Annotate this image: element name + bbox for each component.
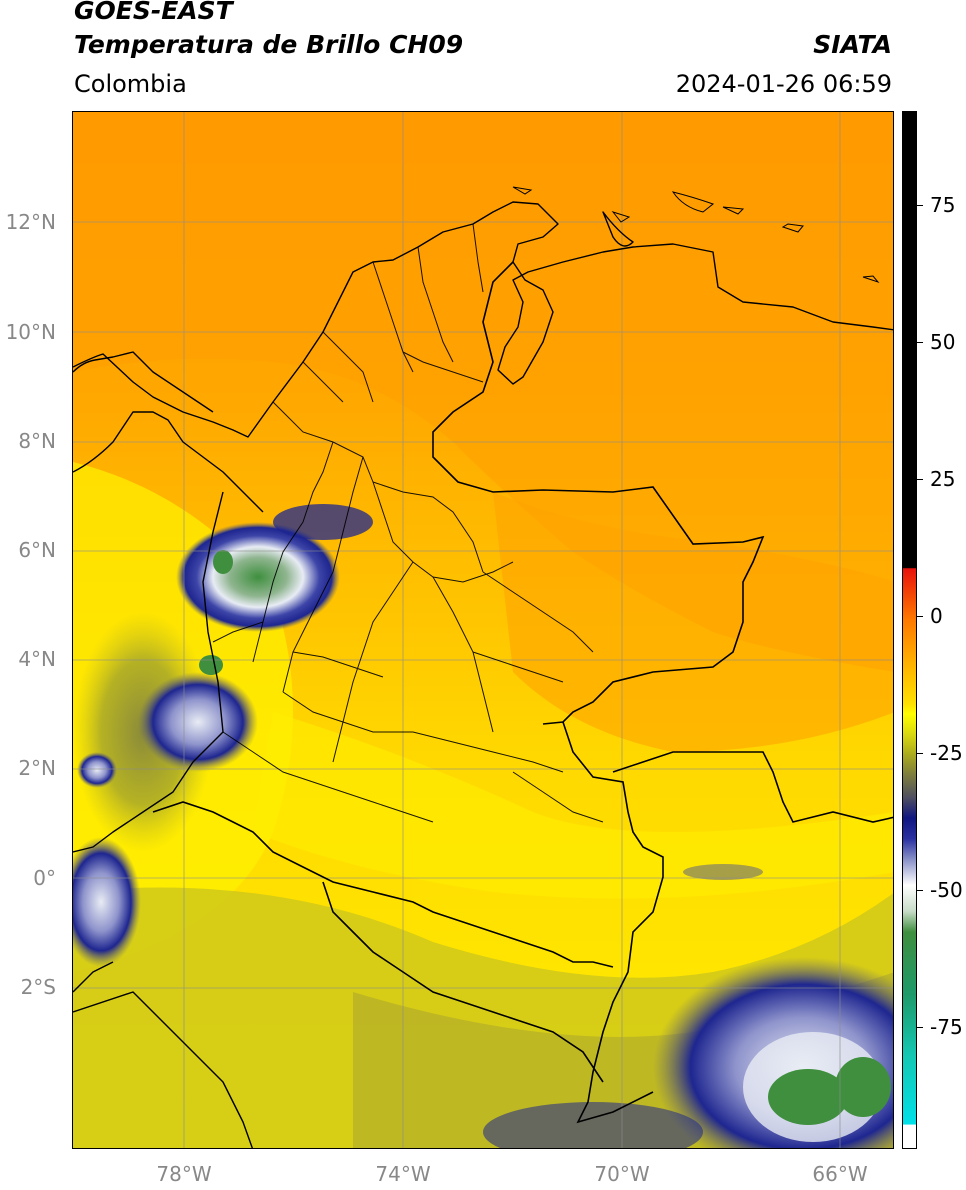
timestamp-label: 2024-01-26 06:59 (675, 70, 892, 98)
colorbar-label-0: 0 (930, 604, 943, 628)
title-satellite: GOES-EAST (74, 0, 233, 25)
cloud-cluster-6n (176, 522, 340, 632)
region-label: Colombia (74, 70, 187, 98)
title-product: Temperatura de Brillo CH09 (74, 30, 464, 59)
colorbar-label-minus25: -25 (930, 741, 963, 765)
country-borders (152, 261, 893, 1124)
brand-label: SIATA (813, 30, 892, 59)
lat-label-10n: 10°N (5, 320, 56, 344)
colorbar-label-75: 75 (930, 193, 956, 217)
lat-label-2n: 2°N (18, 756, 56, 780)
colorbar-label-minus75: -75 (930, 1015, 963, 1039)
lat-label-2s: 2°S (20, 975, 56, 999)
lat-label-0: 0° (33, 866, 56, 890)
colorbar-label-25: 25 (930, 467, 956, 491)
lon-label-74w: 74°W (375, 1162, 431, 1186)
lat-label-6n: 6°N (18, 538, 56, 562)
cloud-cluster-3n (138, 672, 258, 772)
lon-label-66w: 66°W (812, 1162, 868, 1186)
colorbar (902, 111, 917, 1149)
colorbar-label-50: 50 (930, 330, 956, 354)
coastlines (73, 201, 893, 1148)
lon-label-70w: 70°W (594, 1162, 650, 1186)
lat-label-12n: 12°N (5, 210, 56, 234)
lat-label-4n: 4°N (18, 647, 56, 671)
cloud-cluster-0 (73, 837, 141, 967)
satellite-map[interactable] (72, 111, 894, 1149)
lon-label-78w: 78°W (156, 1162, 212, 1186)
department-borders (212, 223, 604, 823)
lat-label-8n: 8°N (18, 429, 56, 453)
colorbar-label-minus50: -50 (930, 878, 963, 902)
